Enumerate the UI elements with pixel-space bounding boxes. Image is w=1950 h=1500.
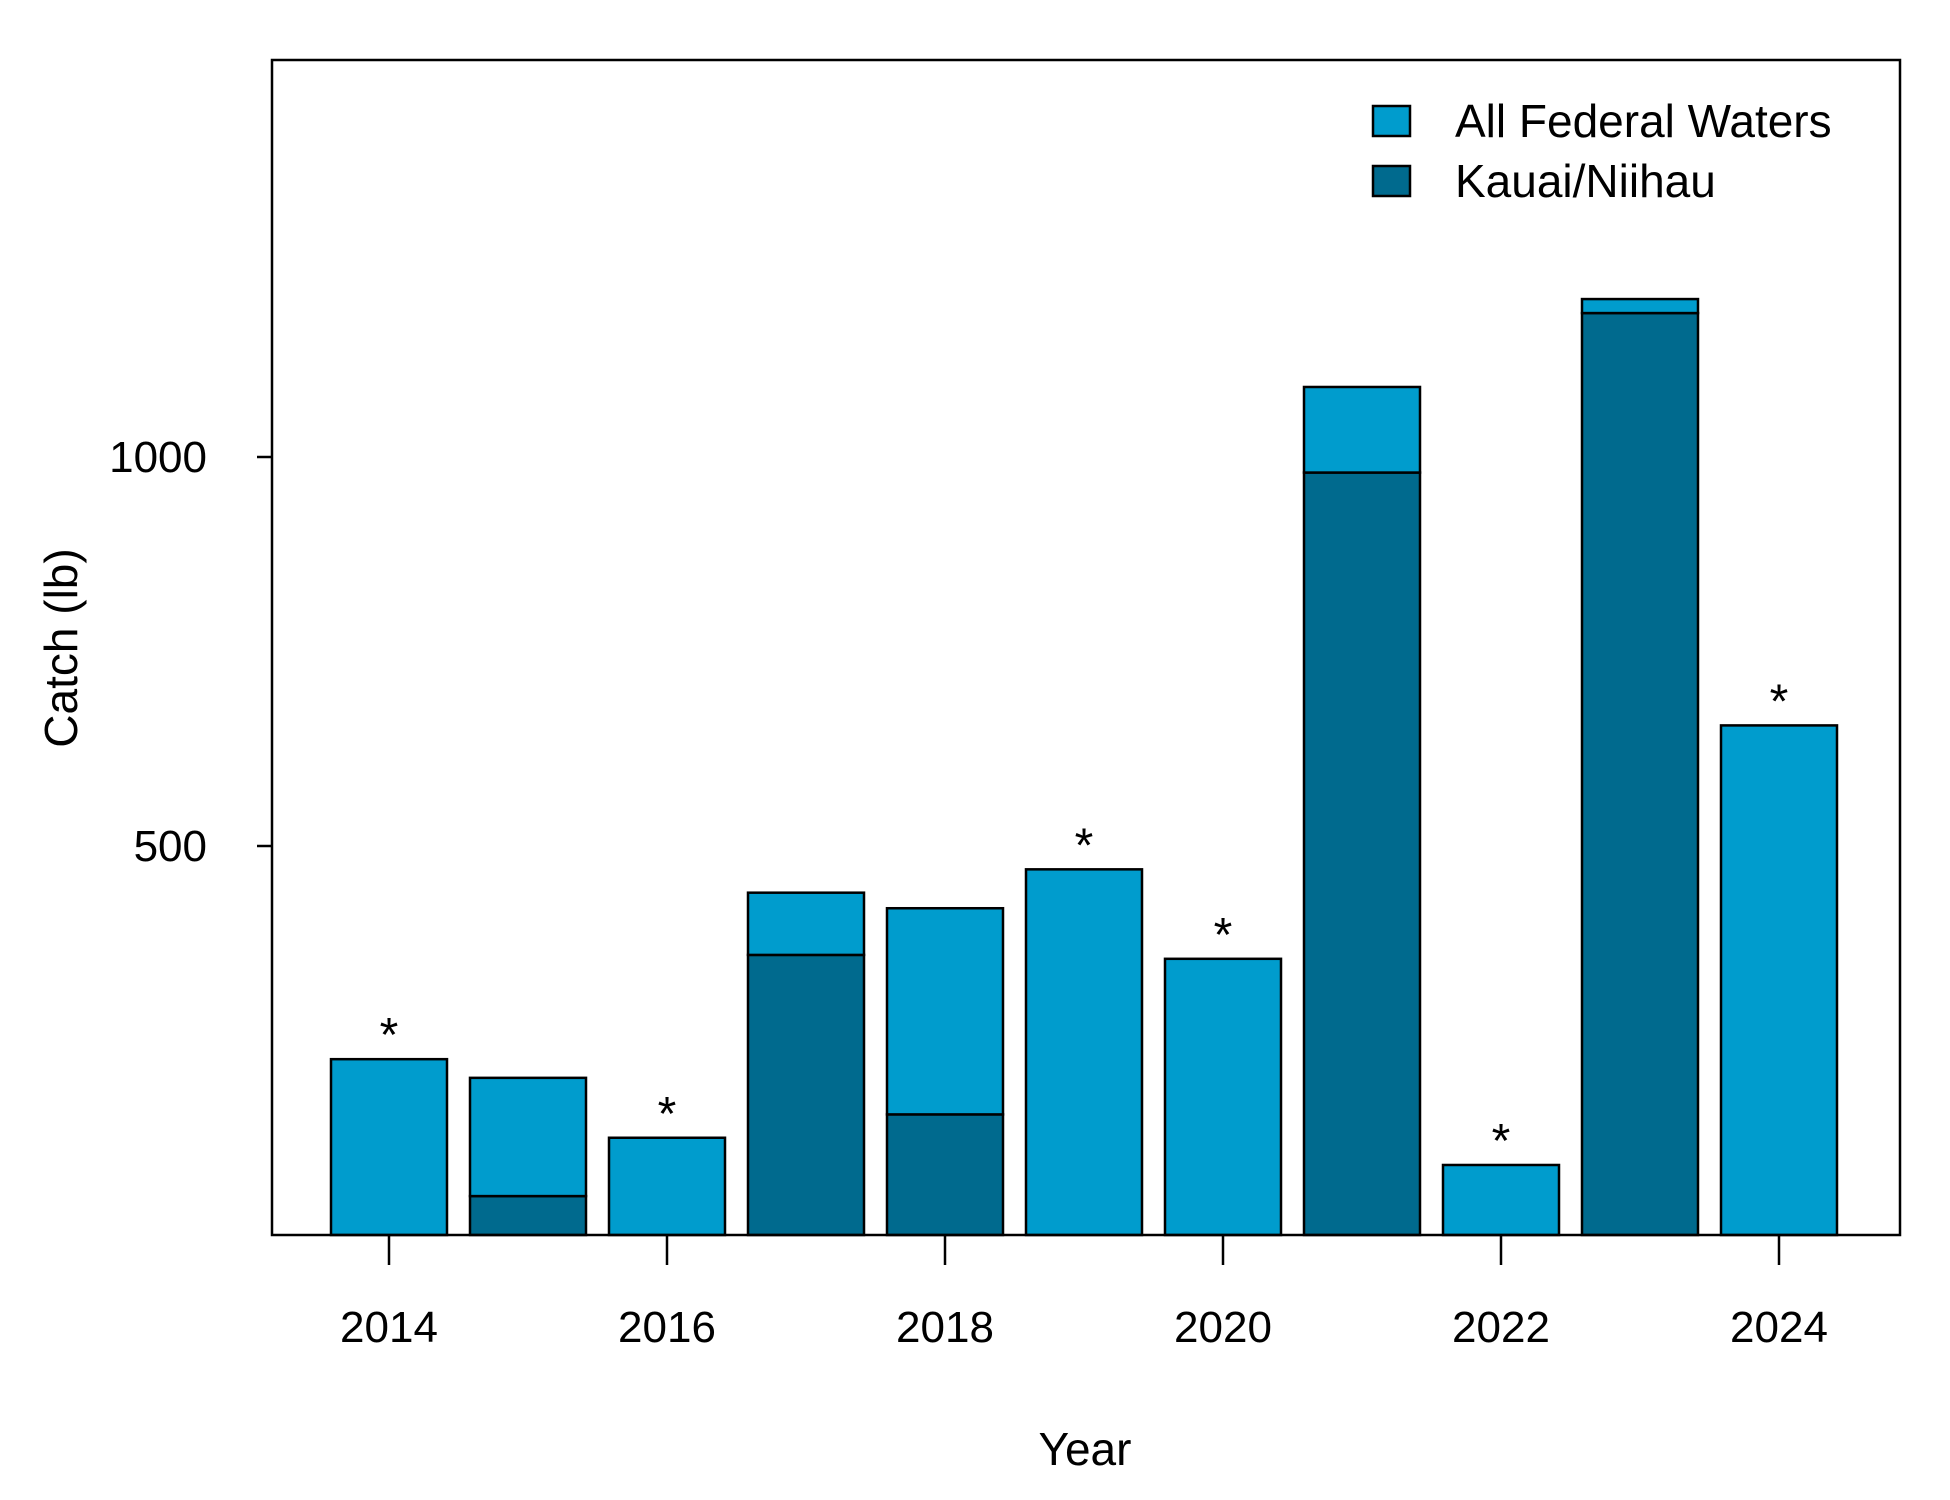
bar-2023-kauai-niihau	[1580, 311, 1700, 1237]
bar-2020-all-federal-waters	[1163, 957, 1283, 1237]
bar-2018-kauai-niihau	[885, 1113, 1005, 1237]
legend-label: All Federal Waters	[1455, 95, 1832, 147]
annotations-group: * * * * * *	[380, 675, 1789, 1168]
x-axis-title: Year	[1039, 1423, 1132, 1475]
bar-2024-all-federal-waters	[1719, 724, 1839, 1237]
annotation-star-2014: *	[380, 1009, 399, 1062]
bar-2019-all-federal-waters	[1024, 868, 1144, 1237]
bars-group	[329, 297, 1839, 1237]
x-tick-label: 2024	[1730, 1303, 1828, 1352]
bar-2017-kauai-niihau	[746, 953, 866, 1237]
x-axis: 2014 2016 2018 2020 2022 2024	[340, 1235, 1828, 1352]
x-tick-label: 2020	[1174, 1303, 1272, 1352]
bar-2023-all-federal-waters	[1580, 297, 1700, 315]
y-tick-label: 500	[134, 822, 207, 871]
bar-2018-all-federal-waters	[885, 906, 1005, 1116]
y-tick-label: 1000	[109, 433, 207, 482]
bar-2015-kauai-niihau	[468, 1194, 588, 1237]
annotation-star-2016: *	[658, 1088, 677, 1141]
y-axis-title: Catch (lb)	[35, 548, 87, 747]
bar-2016-all-federal-waters	[607, 1136, 727, 1237]
bar-2021-kauai-niihau	[1302, 471, 1422, 1237]
x-tick-label: 2016	[618, 1303, 716, 1352]
x-tick-label: 2018	[896, 1303, 994, 1352]
legend-swatch	[1371, 104, 1412, 138]
y-axis: 500 1000	[109, 433, 272, 871]
annotation-star-2020: *	[1214, 909, 1233, 962]
annotation-star-2019: *	[1075, 819, 1094, 872]
annotation-star-2022: *	[1492, 1115, 1511, 1168]
legend: All Federal Waters Kauai/Niihau	[1371, 95, 1832, 207]
legend-swatch	[1371, 164, 1412, 198]
plot-frame	[270, 58, 1902, 1237]
x-tick-label: 2022	[1452, 1303, 1550, 1352]
bar-2022-all-federal-waters	[1441, 1163, 1561, 1237]
bar-2021-all-federal-waters	[1302, 385, 1422, 474]
bar-2017-all-federal-waters	[746, 891, 866, 957]
bar-2014-all-federal-waters	[329, 1057, 449, 1237]
x-tick-label: 2014	[340, 1303, 438, 1352]
annotation-star-2024: *	[1770, 675, 1789, 728]
bar-2015-all-federal-waters	[468, 1076, 588, 1198]
legend-label: Kauai/Niihau	[1455, 155, 1716, 207]
